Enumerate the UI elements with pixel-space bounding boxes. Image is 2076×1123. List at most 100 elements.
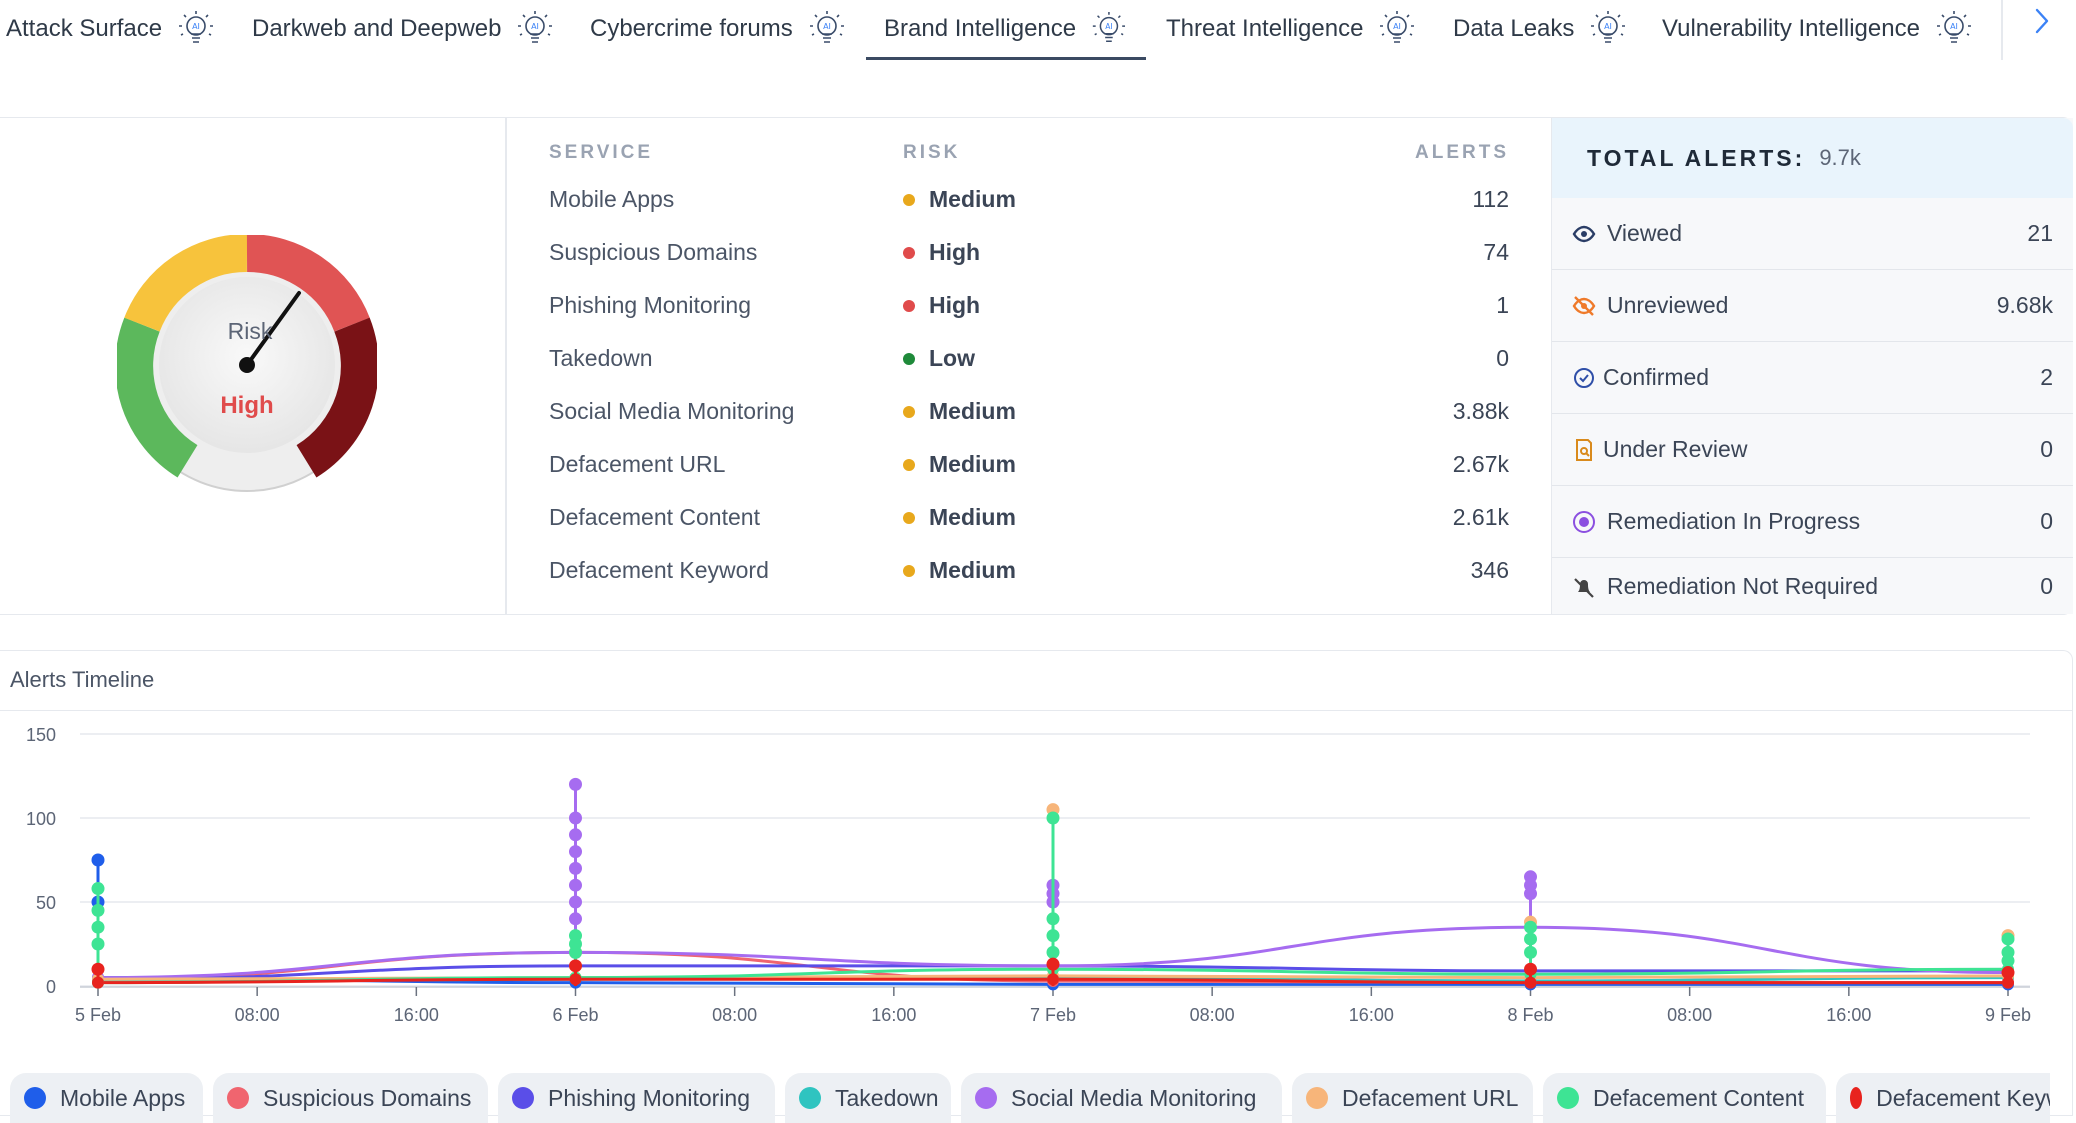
data-point [1524,887,1537,901]
data-point [569,811,582,825]
service-name: Takedown [549,345,653,371]
risk-dot [903,246,915,259]
svg-text:AI: AI [1950,22,1958,31]
status-row-under-review[interactable]: Under Review 0 [1552,414,2073,486]
module-tab-bar: Attack Surface AI Darkweb and Deepweb AI… [0,0,2076,60]
risk-label: Medium [929,557,1016,583]
y-tick-label: 150 [26,725,56,745]
brand-risk-summary-card: Risk High SERVICE RISK ALERTS Mobile App… [0,117,2073,615]
service-name: Suspicious Domains [549,239,758,265]
muted-bell-icon [1574,578,1594,598]
legend-swatch [24,1087,46,1109]
legend-item[interactable]: Defacement Keyword [1836,1073,2050,1123]
alert-count: 74 [1483,239,1509,265]
legend-swatch [1306,1087,1328,1109]
status-row-confirmed[interactable]: Confirmed 2 [1552,342,2073,414]
data-point [91,903,105,917]
tab-brand-intelligence[interactable]: Brand Intelligence AI [866,0,1146,60]
legend-item[interactable]: Defacement Content [1543,1073,1826,1123]
tab-cybercrime-forums[interactable]: Cybercrime forums AI [590,0,847,58]
tab-label: Threat Intelligence [1166,15,1364,42]
risk-dot [903,299,915,312]
tab-vulnerability-intelligence[interactable]: Vulnerability Intelligence AI [1662,0,1974,58]
status-row-remediation-not-required[interactable]: Remediation Not Required 0 [1552,558,2073,614]
risk-dot [903,564,915,577]
legend-item[interactable]: Takedown [785,1073,951,1123]
status-row-viewed[interactable]: Viewed 21 [1552,198,2073,270]
legend-label: Defacement Content [1593,1084,1804,1111]
check-circle-icon [1574,368,1594,388]
service-row[interactable]: Defacement URL Medium 2.67k [549,451,1509,504]
column-header-risk: RISK [903,142,961,163]
gauge-risk-level: High [220,392,274,419]
service-row[interactable]: Social Media Monitoring Medium 3.88k [549,398,1509,451]
data-point [1046,912,1060,926]
data-point [1524,962,1537,976]
data-point [92,976,104,989]
y-tick-label: 0 [46,977,56,997]
legend-item[interactable]: Phishing Monitoring [498,1073,775,1123]
status-label: Viewed [1607,220,1683,246]
legend-label: Defacement URL [1342,1084,1519,1111]
legend-swatch [975,1087,997,1109]
legend-item[interactable]: Social Media Monitoring [961,1073,1282,1123]
tab-threat-intelligence[interactable]: Threat Intelligence AI [1166,0,1417,58]
status-row-remediation-in-progress[interactable]: Remediation In Progress 0 [1552,486,2073,558]
risk-label: Medium [929,504,1016,530]
data-point [1524,945,1537,959]
service-row[interactable]: Phishing Monitoring High 1 [549,292,1509,345]
status-row-unreviewed[interactable]: Unreviewed 9.68k [1552,270,2073,342]
divider [0,710,2073,711]
x-tick-label: 8 Feb [1507,1005,1553,1025]
risk-level: Medium [903,451,1016,478]
legend-label: Defacement Keyword [1876,1084,2050,1111]
data-point [2001,954,2015,968]
chevron-right-icon[interactable] [2025,4,2059,38]
tab-attack-surface[interactable]: Attack Surface AI [6,0,216,58]
data-point [1046,945,1060,959]
risk-gauge-panel: Risk High [0,118,507,614]
ai-bulb-icon: AI [518,11,553,43]
legend-item[interactable]: Defacement URL [1292,1073,1533,1123]
ai-bulb-icon: AI [179,11,214,43]
risk-label: Medium [929,451,1016,477]
total-alerts-header: TOTAL ALERTS: 9.7k [1552,118,2073,198]
status-count: 0 [2040,508,2053,534]
data-point [569,878,582,892]
legend-item[interactable]: Mobile Apps [10,1073,203,1123]
data-point [569,861,582,875]
service-row[interactable]: Defacement Content Medium 2.61k [549,504,1509,557]
data-point [1524,932,1537,946]
legend-item[interactable]: Suspicious Domains [213,1073,488,1123]
data-point [569,777,582,791]
service-row[interactable]: Mobile Apps Medium 112 [549,186,1509,239]
risk-level: Medium [903,398,1016,425]
risk-label: Medium [929,398,1016,424]
tab-darkweb-deepweb[interactable]: Darkweb and Deepweb AI [252,0,555,58]
risk-level: Low [903,345,975,372]
tab-label: Data Leaks [1453,15,1575,42]
x-tick-label: 5 Feb [75,1005,121,1025]
service-row[interactable]: Takedown Low 0 [549,345,1509,398]
data-point [91,937,105,951]
data-point [569,895,582,909]
service-row[interactable]: Suspicious Domains High 74 [549,239,1509,292]
alert-count: 1 [1496,292,1509,318]
alert-count: 112 [1472,186,1509,212]
x-tick-label: 08:00 [712,1005,757,1025]
ai-bulb-icon: AI [1380,11,1415,43]
column-header-alerts: ALERTS [1415,142,1509,163]
data-point [1524,976,1537,989]
data-point [569,912,582,926]
risk-level: Medium [903,504,1016,531]
tab-label: Darkweb and Deepweb [252,15,502,42]
legend-swatch [799,1087,821,1109]
tab-data-leaks[interactable]: Data Leaks AI [1453,0,1628,58]
eye-off-icon [1572,296,1596,316]
total-alerts-title: TOTAL ALERTS: [1587,144,1806,171]
service-row[interactable]: Defacement Keyword Medium 346 [549,557,1509,610]
risk-label: Medium [929,186,1016,212]
risk-gauge [117,235,377,492]
status-label: Under Review [1603,436,1748,462]
x-tick-label: 16:00 [871,1005,916,1025]
